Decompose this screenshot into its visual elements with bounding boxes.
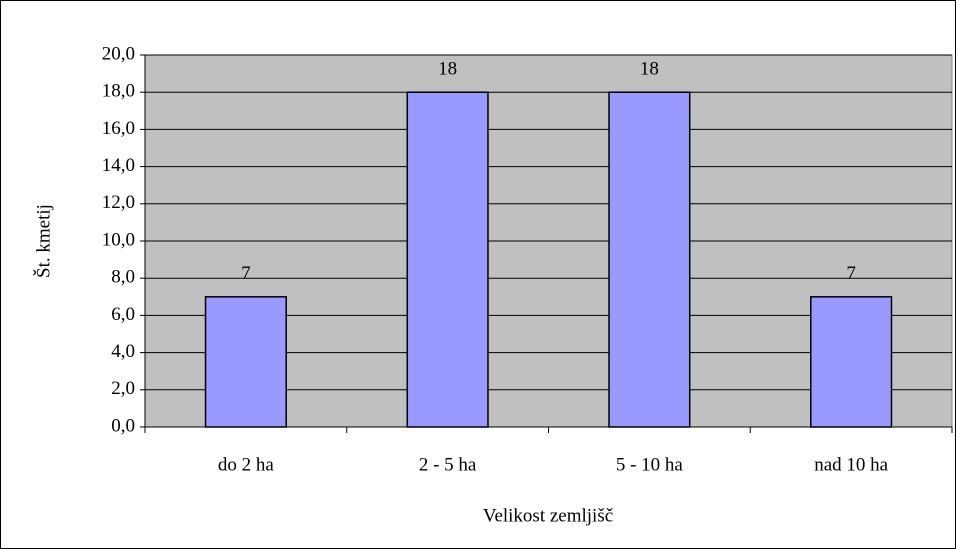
y-tick-label: 4,0 — [111, 341, 135, 362]
x-tick-label: 5 - 10 ha — [616, 454, 684, 475]
y-tick-label: 6,0 — [111, 304, 135, 325]
x-tick-label: do 2 ha — [218, 454, 275, 475]
x-tick-label: nad 10 ha — [814, 454, 888, 475]
x-tick-label: 2 - 5 ha — [419, 454, 477, 475]
y-tick-label: 16,0 — [102, 118, 135, 139]
data-label: 18 — [438, 59, 457, 80]
bar — [608, 91, 691, 428]
y-tick-label: 8,0 — [111, 267, 135, 288]
data-label: 7 — [241, 263, 251, 284]
y-axis-label: Št. kmetij — [32, 204, 54, 278]
data-label: 7 — [846, 263, 856, 284]
y-tick-label: 10,0 — [102, 229, 135, 250]
bar — [810, 296, 893, 428]
bar — [406, 91, 489, 428]
x-axis-label: Velikost zemljišč — [483, 505, 613, 526]
y-tick-label: 12,0 — [102, 192, 135, 213]
bar — [204, 296, 287, 428]
y-tick-label: 18,0 — [102, 81, 135, 102]
y-tick-label: 20,0 — [102, 43, 135, 64]
y-tick-label: 0,0 — [111, 415, 135, 436]
y-tick-label: 2,0 — [111, 378, 135, 399]
y-tick-label: 14,0 — [102, 155, 135, 176]
data-label: 18 — [640, 59, 659, 80]
